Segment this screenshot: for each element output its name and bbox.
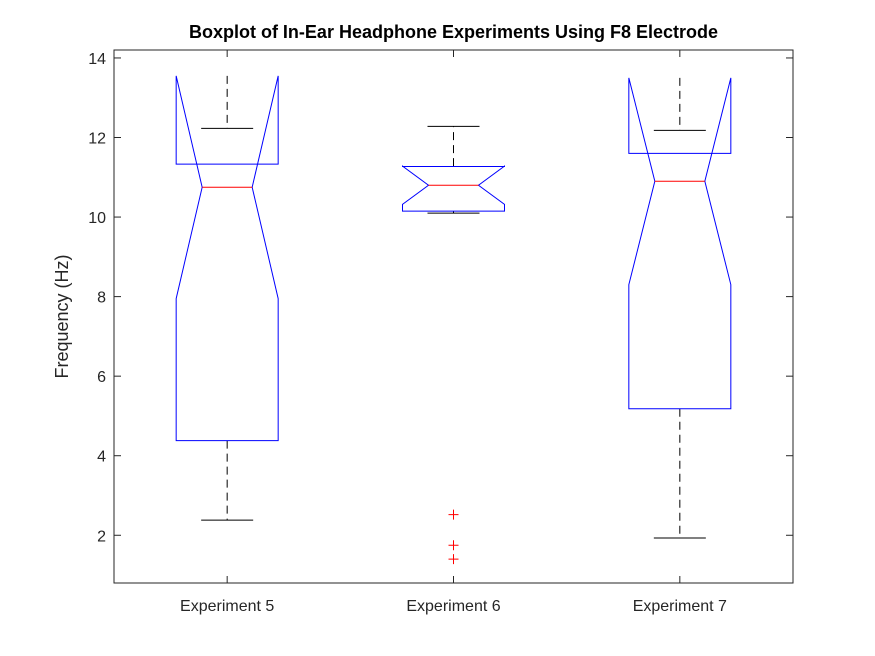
outlier-point — [448, 540, 459, 551]
box-group — [175, 75, 279, 521]
notched-box — [402, 165, 505, 212]
x-tick-label: Experiment 7 — [633, 598, 727, 615]
y-tick-label: 4 — [97, 449, 106, 466]
box-group — [402, 125, 505, 565]
outlier-point — [448, 509, 459, 520]
y-tick-label: 14 — [88, 51, 106, 68]
outlier-point — [448, 554, 459, 565]
y-axis-label: Frequency (Hz) — [52, 254, 72, 378]
x-axis-ticks: Experiment 5 Experiment 6 Experiment 7 — [180, 50, 727, 615]
y-tick-label: 8 — [97, 290, 106, 307]
chart-title: Boxplot of In-Ear Headphone Experiments … — [189, 22, 718, 42]
y-axis-ticks: 2 4 6 8 10 12 14 — [88, 51, 793, 545]
y-tick-label: 12 — [88, 131, 106, 148]
box-group — [628, 77, 732, 539]
y-tick-label: 2 — [97, 528, 106, 545]
x-tick-label: Experiment 6 — [406, 598, 500, 615]
notched-box — [175, 75, 279, 442]
box-series — [175, 75, 732, 565]
y-tick-label: 6 — [97, 369, 106, 386]
notched-box — [628, 77, 732, 410]
x-tick-label: Experiment 5 — [180, 598, 274, 615]
y-tick-label: 10 — [88, 210, 106, 227]
